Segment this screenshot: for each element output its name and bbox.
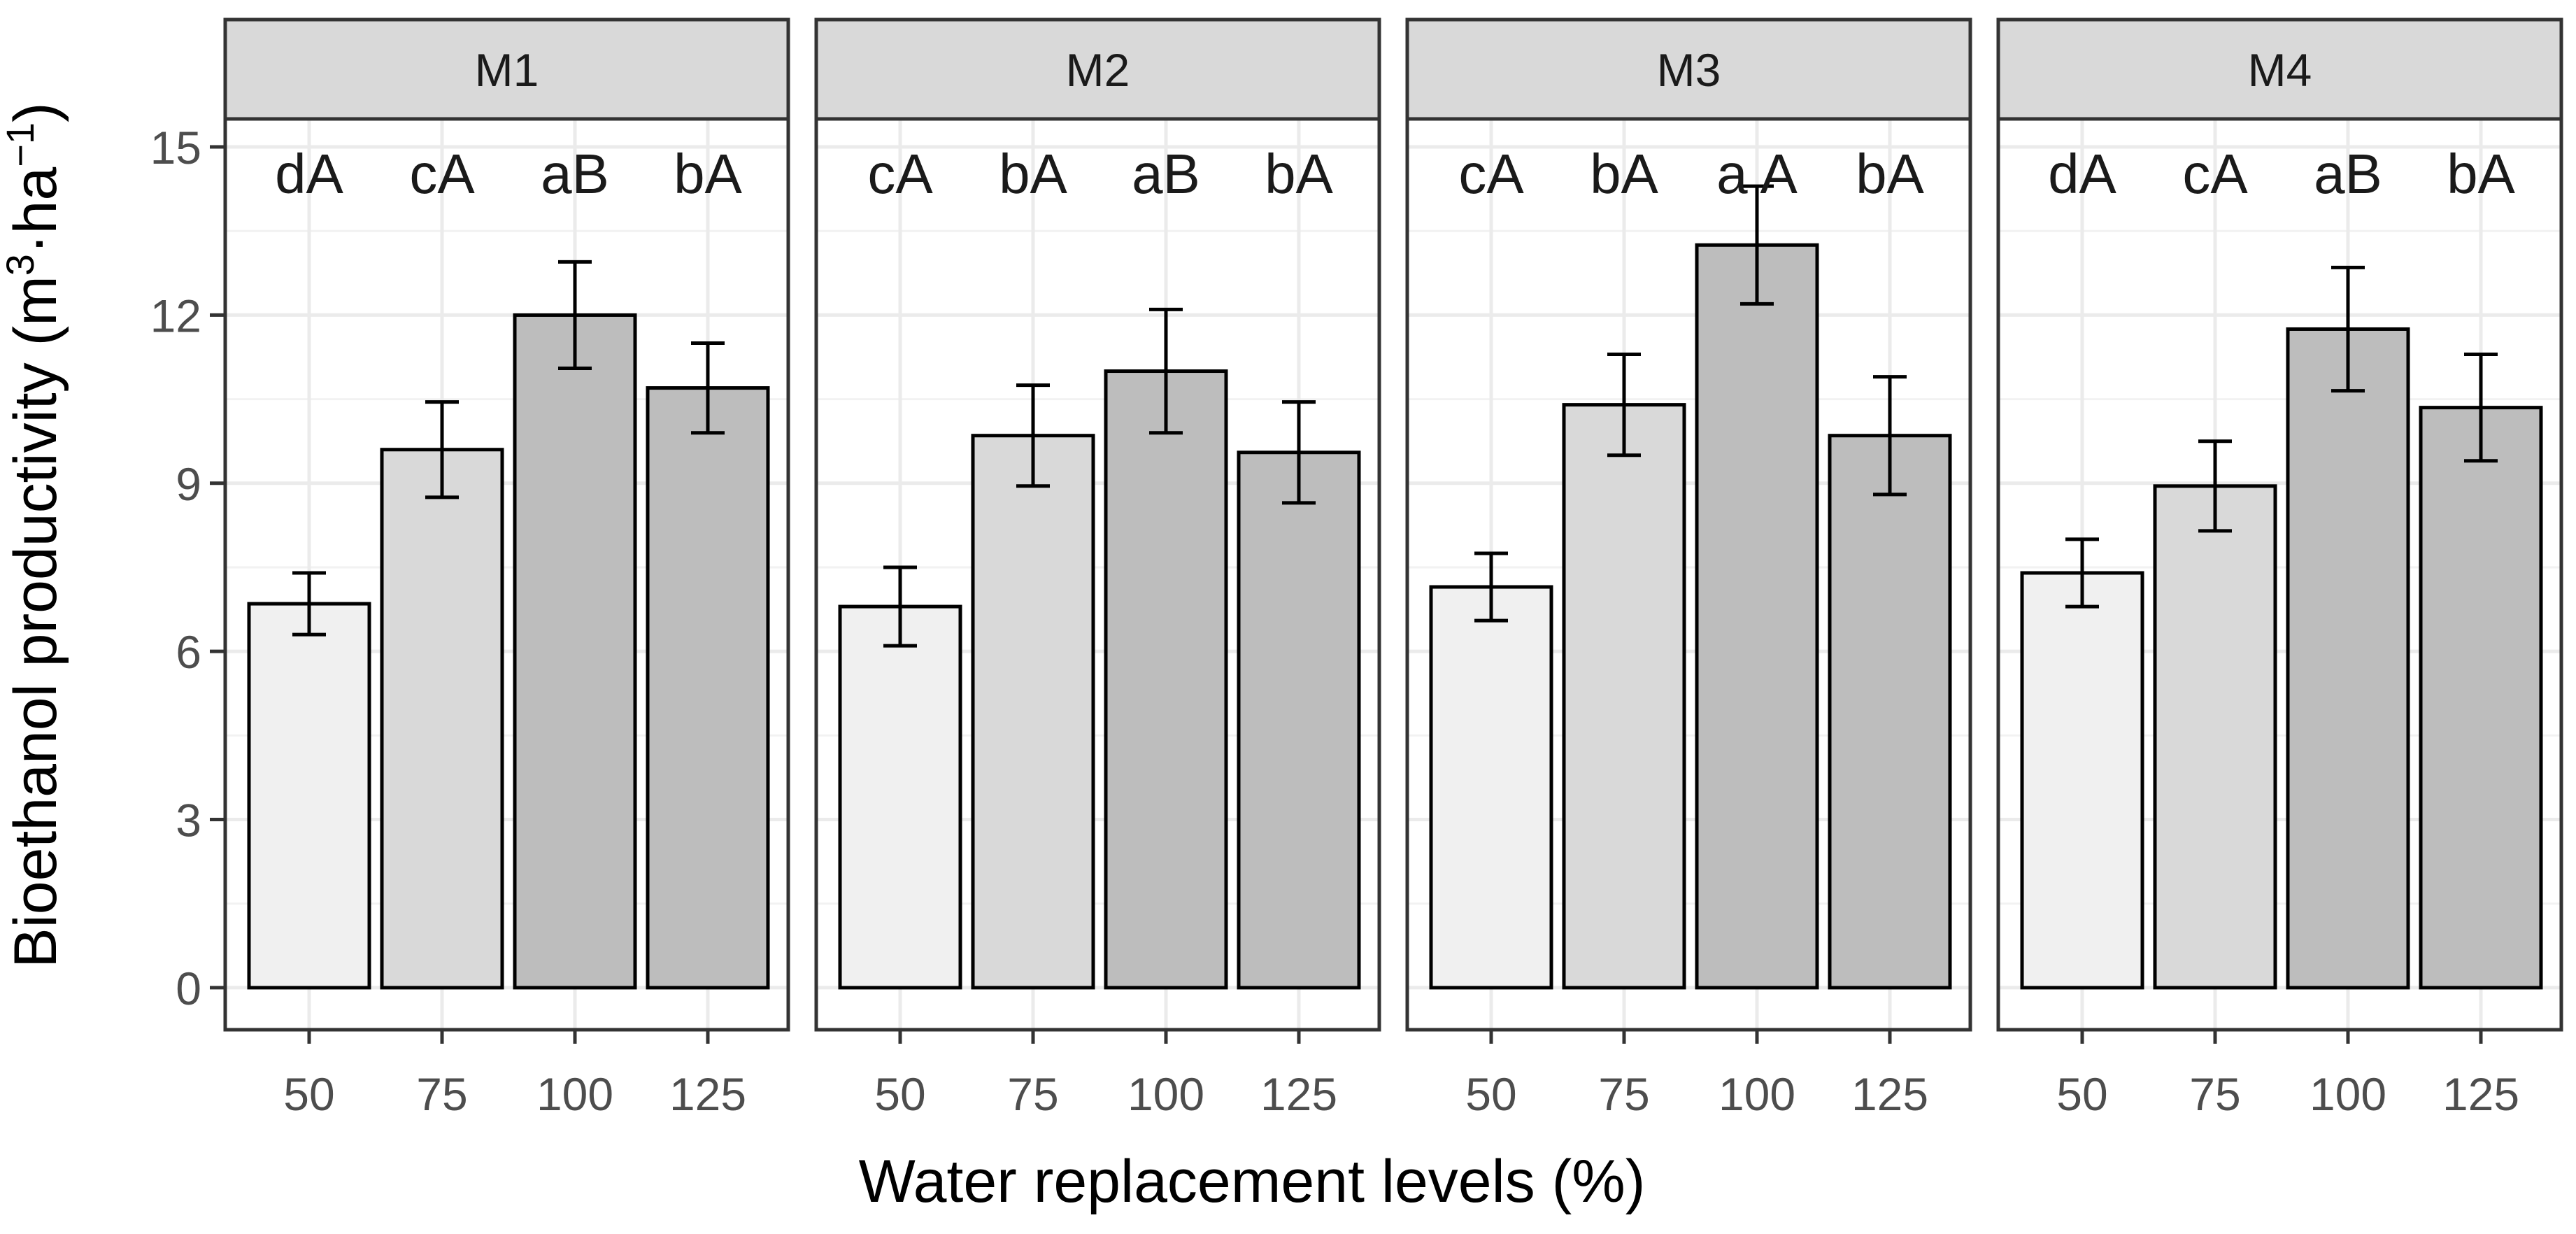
x-tick-label: 50 bbox=[874, 1068, 925, 1120]
significance-label: a A bbox=[1716, 143, 1798, 205]
facet-panel-m1: dA cA aB bA M1 50 75 100 125 bbox=[223, 17, 790, 1120]
y-axis-title: Bioethanol productivity (m3·ha−1) bbox=[0, 102, 69, 967]
bar-m4-100 bbox=[2286, 327, 2410, 990]
strip-label: M4 bbox=[2248, 44, 2312, 96]
y-axis-title-sup2: −1 bbox=[0, 122, 42, 167]
significance-label: aB bbox=[1132, 143, 1200, 205]
bar-m2-50 bbox=[838, 604, 962, 990]
x-tick-label: 50 bbox=[2056, 1068, 2107, 1120]
x-tick-label: 50 bbox=[1465, 1068, 1516, 1120]
bar-m1-50 bbox=[247, 602, 371, 990]
significance-label: cA bbox=[409, 143, 475, 205]
significance-label: aB bbox=[541, 143, 609, 205]
y-axis-title-sup1: 3 bbox=[0, 254, 42, 276]
x-tick-label: 100 bbox=[536, 1068, 613, 1120]
x-tick-label: 75 bbox=[416, 1068, 467, 1120]
facet-panel-m3: cA bA a A bA M3 50 75 100 125 bbox=[1405, 17, 1972, 1120]
significance-label: bA bbox=[2447, 143, 2515, 205]
y-axis-title-mid: ·ha bbox=[2, 167, 69, 254]
significance-label: bA bbox=[999, 143, 1067, 205]
y-tick-label: 15 bbox=[150, 122, 201, 173]
significance-label: bA bbox=[1856, 143, 1924, 205]
strip-background bbox=[1996, 17, 2563, 121]
significance-label: aB bbox=[2314, 143, 2382, 205]
y-axis: 0 3 6 9 12 15 bbox=[150, 122, 225, 1014]
significance-label: bA bbox=[1265, 143, 1333, 205]
x-tick-label: 100 bbox=[1127, 1068, 1204, 1120]
bar-m1-125 bbox=[646, 386, 770, 990]
strip-background bbox=[814, 17, 1381, 121]
bar-m2-75 bbox=[971, 434, 1095, 990]
strip-background bbox=[1405, 17, 1972, 121]
strip-label: M1 bbox=[475, 44, 539, 96]
y-tick-label: 0 bbox=[176, 963, 201, 1014]
bar-m3-125 bbox=[1828, 434, 1952, 990]
significance-label: cA bbox=[2182, 143, 2248, 205]
significance-label: bA bbox=[1590, 143, 1658, 205]
bar-m4-75 bbox=[2153, 484, 2277, 990]
x-tick-label: 75 bbox=[1007, 1068, 1058, 1120]
significance-label: dA bbox=[275, 143, 343, 205]
x-tick-label: 125 bbox=[1851, 1068, 1928, 1120]
x-tick-label: 75 bbox=[1598, 1068, 1649, 1120]
bar-m4-50 bbox=[2020, 571, 2144, 990]
bar-m3-100 bbox=[1695, 243, 1819, 990]
y-axis-title-end: ) bbox=[2, 102, 69, 122]
x-tick-label: 125 bbox=[669, 1068, 746, 1120]
y-tick-label: 6 bbox=[176, 626, 201, 678]
facet-panel-m2: cA bA aB bA M2 50 75 100 125 bbox=[814, 17, 1381, 1120]
bar-m2-125 bbox=[1237, 451, 1361, 990]
strip-background bbox=[223, 17, 790, 121]
x-axis-title: Water replacement levels (%) bbox=[859, 1148, 1646, 1215]
bar-m2-100 bbox=[1104, 369, 1228, 990]
bar-m4-125 bbox=[2419, 406, 2543, 990]
y-tick-label: 12 bbox=[150, 290, 201, 341]
significance-label: cA bbox=[867, 143, 933, 205]
y-tick-label: 3 bbox=[176, 795, 201, 846]
bar-m1-75 bbox=[380, 448, 504, 990]
x-tick-label: 100 bbox=[1718, 1068, 1795, 1120]
x-tick-label: 50 bbox=[283, 1068, 334, 1120]
significance-label: dA bbox=[2048, 143, 2116, 205]
significance-label: cA bbox=[1458, 143, 1524, 205]
y-tick-label: 9 bbox=[176, 458, 201, 510]
strip-label: M2 bbox=[1066, 44, 1130, 96]
y-axis-title-main: Bioethanol productivity (m bbox=[2, 276, 69, 967]
bar-m3-50 bbox=[1429, 585, 1553, 990]
bar-m1-100 bbox=[513, 313, 637, 990]
x-tick-label: 125 bbox=[1260, 1068, 1337, 1120]
facet-panel-m4: dA cA aB bA M4 50 75 100 125 bbox=[1996, 17, 2563, 1120]
significance-label: bA bbox=[674, 143, 742, 205]
x-tick-label: 125 bbox=[2442, 1068, 2519, 1120]
bar-m3-75 bbox=[1562, 403, 1686, 990]
strip-label: M3 bbox=[1657, 44, 1721, 96]
x-tick-label: 75 bbox=[2189, 1068, 2240, 1120]
x-tick-label: 100 bbox=[2310, 1068, 2386, 1120]
panels-group: dA cA aB bA M1 50 75 100 125 cA bA aB bA M2 50 75 100 125… bbox=[223, 17, 2563, 1120]
